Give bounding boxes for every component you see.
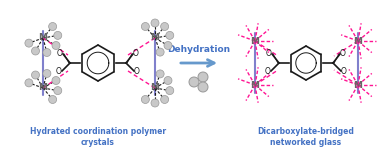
Text: M: M: [353, 81, 363, 90]
Text: Hydrated coordination polymer
crystals: Hydrated coordination polymer crystals: [30, 127, 166, 147]
Circle shape: [198, 82, 208, 92]
Text: O: O: [57, 49, 63, 57]
Circle shape: [166, 31, 174, 39]
Text: O: O: [133, 49, 139, 57]
Text: M: M: [39, 83, 48, 92]
Circle shape: [151, 19, 159, 27]
Circle shape: [156, 48, 164, 56]
Text: Dehydration: Dehydration: [167, 46, 231, 55]
Circle shape: [52, 41, 60, 50]
Circle shape: [25, 79, 33, 87]
Circle shape: [164, 76, 172, 85]
Text: M: M: [150, 83, 160, 92]
Circle shape: [43, 49, 51, 56]
Circle shape: [141, 96, 149, 103]
Text: O: O: [134, 67, 140, 76]
Circle shape: [49, 22, 57, 31]
Circle shape: [25, 39, 33, 47]
Circle shape: [161, 96, 169, 103]
Circle shape: [54, 31, 62, 39]
Circle shape: [198, 72, 208, 82]
Text: M: M: [39, 34, 48, 42]
Text: O: O: [56, 67, 62, 76]
Text: M: M: [150, 34, 160, 42]
Circle shape: [43, 70, 51, 77]
Circle shape: [31, 71, 39, 79]
Circle shape: [49, 96, 57, 103]
Circle shape: [141, 22, 149, 31]
Circle shape: [189, 77, 199, 87]
Circle shape: [164, 41, 172, 50]
Text: O: O: [340, 49, 346, 57]
Circle shape: [156, 70, 164, 78]
Circle shape: [31, 47, 39, 55]
Text: O: O: [266, 49, 272, 57]
Circle shape: [54, 87, 62, 95]
Circle shape: [166, 87, 174, 95]
Text: O: O: [341, 67, 347, 76]
Text: M: M: [251, 36, 260, 46]
Text: M: M: [353, 36, 363, 46]
Text: Dicarboxylate-bridged
networked glass: Dicarboxylate-bridged networked glass: [257, 127, 355, 147]
Text: M: M: [251, 81, 260, 90]
Text: O: O: [265, 67, 271, 76]
Circle shape: [52, 76, 60, 85]
Circle shape: [151, 99, 159, 107]
Circle shape: [161, 22, 169, 31]
